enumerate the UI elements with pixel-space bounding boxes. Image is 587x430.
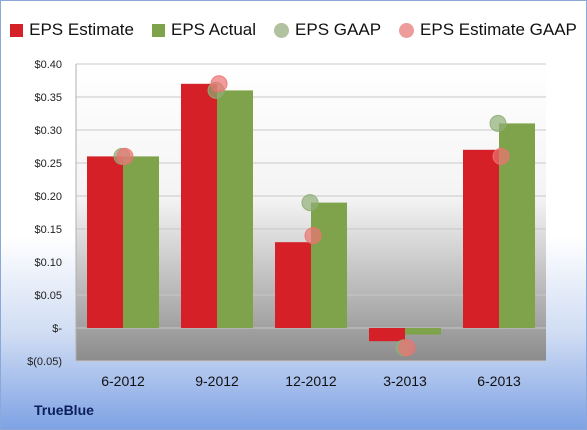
marker-eps-gaap xyxy=(489,114,507,132)
marker-eps-estimate-gaap xyxy=(210,75,228,93)
bar-eps-actual xyxy=(217,90,253,329)
legend-swatch-eps-actual xyxy=(151,23,165,37)
x-tick-label: 6-2012 xyxy=(101,373,145,389)
y-tick-label: $0.05 xyxy=(34,290,62,302)
y-tick-label: $- xyxy=(52,323,62,335)
x-tick-label: 6-2013 xyxy=(477,373,521,389)
y-tick-label: $0.35 xyxy=(34,92,62,104)
legend-label-eps-gaap: EPS GAAP xyxy=(295,20,382,39)
marker-eps-estimate-gaap xyxy=(398,339,416,357)
bar-eps-estimate xyxy=(463,149,499,328)
marker-eps-estimate-gaap xyxy=(116,147,134,165)
legend-item-eps-estimate-gaap: EPS Estimate GAAP xyxy=(399,20,577,40)
legend-label-eps-estimate: EPS Estimate xyxy=(29,20,134,39)
legend-item-eps-estimate: EPS Estimate xyxy=(10,20,134,40)
y-tick-label: $(0.05) xyxy=(27,356,62,368)
bar-eps-actual xyxy=(123,156,159,328)
legend-swatch-eps-estimate xyxy=(10,23,24,37)
bar-eps-estimate xyxy=(181,83,217,328)
bar-eps-estimate xyxy=(87,156,123,328)
y-tick-label: $0.20 xyxy=(34,191,62,203)
bar-eps-actual xyxy=(311,202,347,328)
marker-eps-estimate-gaap xyxy=(492,147,510,165)
x-tick-label: 12-2012 xyxy=(285,373,337,389)
legend-swatch-eps-estimate-gaap xyxy=(399,22,415,38)
legend-swatch-eps-gaap xyxy=(274,22,290,38)
marker-eps-gaap xyxy=(301,194,319,212)
bar-eps-actual xyxy=(405,328,441,335)
legend-label-eps-estimate-gaap: EPS Estimate GAAP xyxy=(420,20,577,39)
company-name: TrueBlue xyxy=(34,402,94,418)
y-tick-label: $0.40 xyxy=(34,59,62,71)
x-tick-label: 3-2013 xyxy=(383,373,427,389)
y-tick-label: $0.15 xyxy=(34,224,62,236)
legend-item-eps-actual: EPS Actual xyxy=(151,20,257,40)
marker-eps-estimate-gaap xyxy=(304,227,322,245)
legend-item-eps-gaap: EPS GAAP xyxy=(274,20,381,40)
legend-label-eps-actual: EPS Actual xyxy=(170,20,257,39)
bar-eps-estimate xyxy=(275,242,311,328)
bar-eps-estimate xyxy=(369,328,405,342)
y-tick-label: $0.25 xyxy=(34,158,62,170)
x-tick-label: 9-2012 xyxy=(195,373,239,389)
y-tick-label: $0.10 xyxy=(34,257,62,269)
legend: EPS Estimate EPS Actual EPS GAAP EPS Est… xyxy=(1,17,586,43)
y-tick-label: $0.30 xyxy=(34,125,62,137)
